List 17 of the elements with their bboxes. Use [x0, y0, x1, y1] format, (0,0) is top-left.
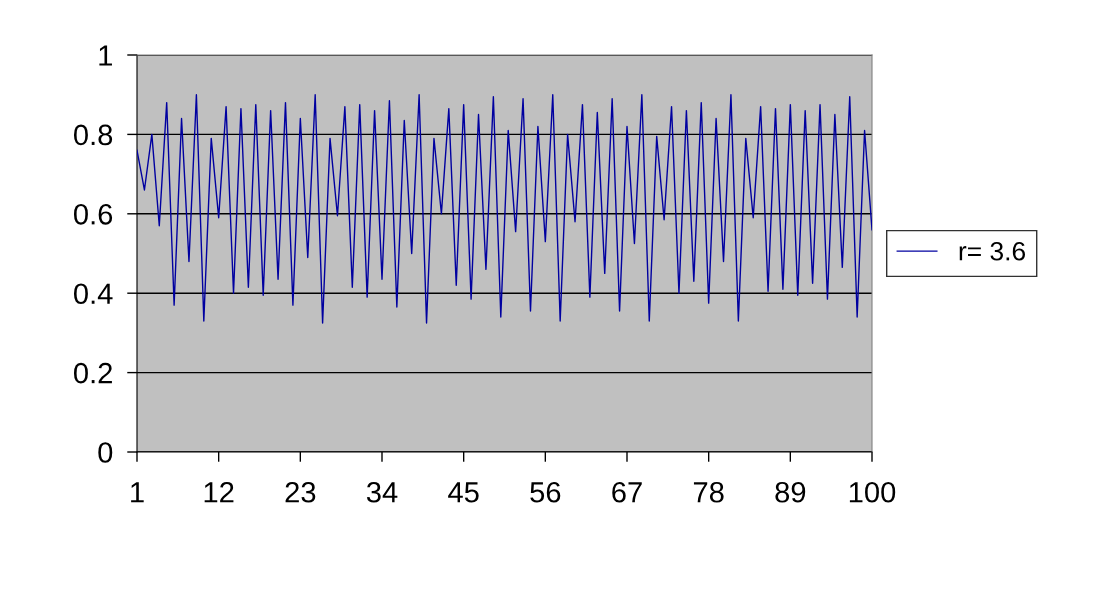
x-tick-label: 34 — [366, 481, 398, 503]
x-tick-label: 1 — [131, 482, 144, 503]
x-tick-label: 100 — [849, 481, 896, 503]
y-tick-label: 0.2 — [73, 362, 112, 384]
y-tick-label: 0.8 — [73, 124, 113, 146]
x-tick-label: 23 — [285, 481, 316, 503]
x-tick-label: 67 — [612, 481, 642, 503]
legend-label: r= 3.6 — [959, 241, 1025, 261]
y-tick-label: 0.6 — [73, 204, 113, 225]
y-tick-label: 0 — [98, 442, 113, 463]
x-tick-label: 89 — [775, 481, 806, 503]
x-tick-label: 12 — [204, 481, 234, 503]
y-tick-label: 0.4 — [73, 283, 113, 305]
x-tick-label: 56 — [530, 481, 561, 503]
x-tick-label: 78 — [693, 481, 724, 503]
x-tick-label: 45 — [448, 482, 479, 503]
y-tick-label: 1 — [99, 45, 112, 66]
